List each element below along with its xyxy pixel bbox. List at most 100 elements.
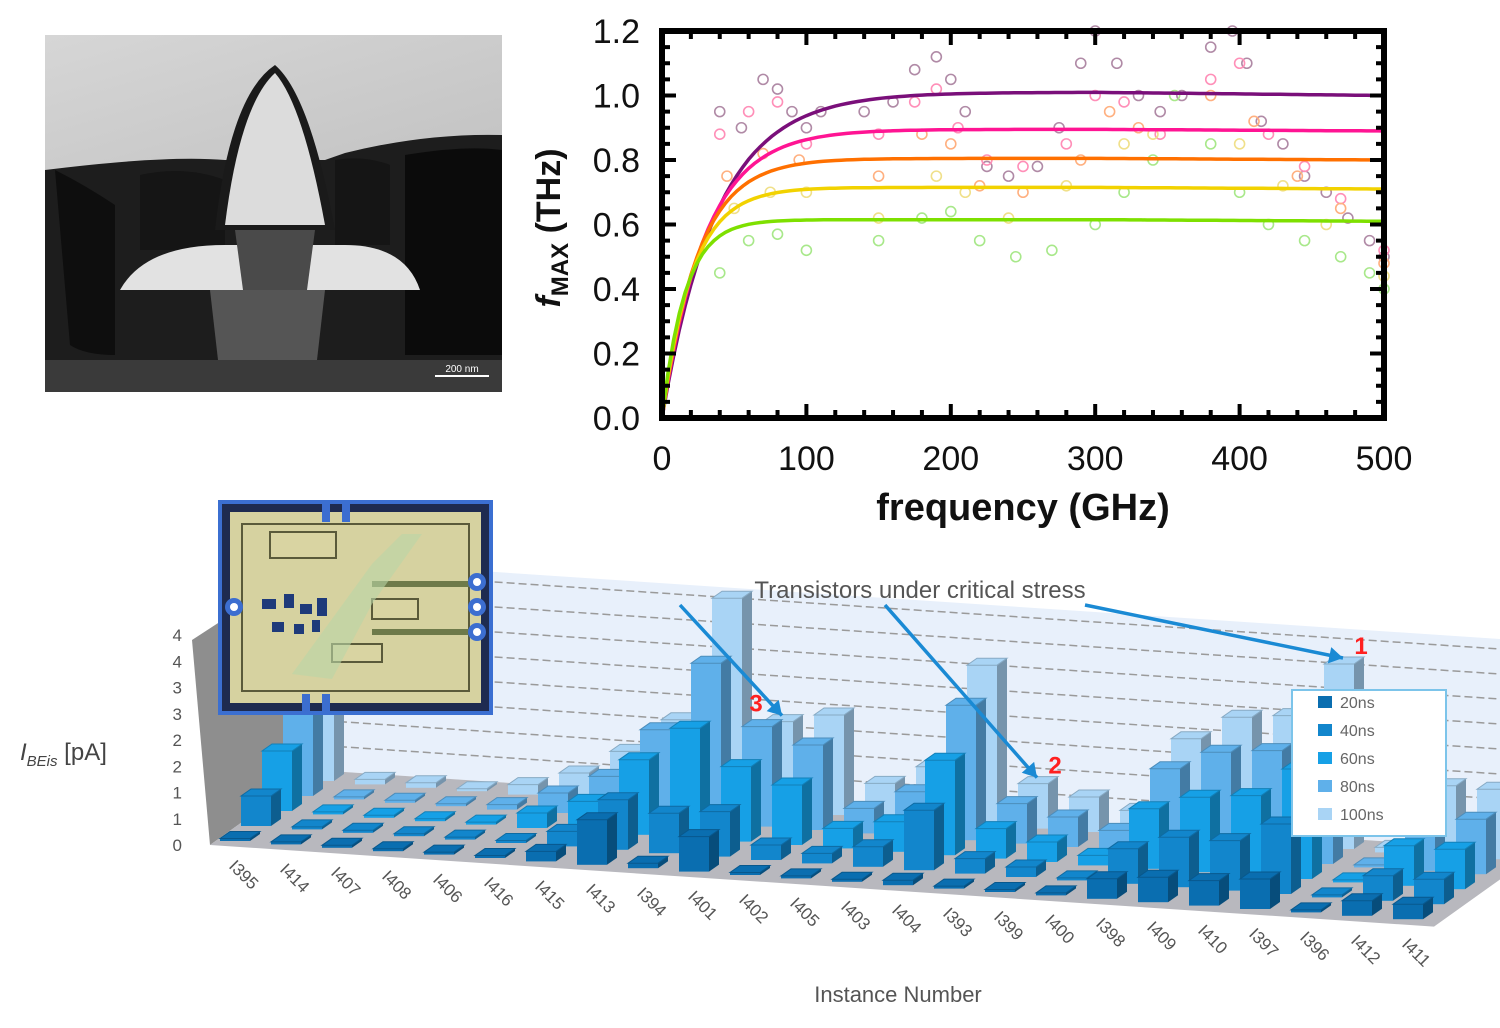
bar-40ns-I394	[647, 805, 691, 854]
fit-line-fit-0.6	[660, 217, 1385, 419]
scatter-point-meas-0.9-9	[1017, 160, 1029, 173]
bar-top	[1148, 761, 1192, 770]
bar-side	[913, 873, 923, 886]
scatter-point-meas-1.0-22	[1176, 89, 1188, 102]
y-tick-label: 0.6	[593, 207, 640, 245]
bar-front	[547, 831, 577, 847]
fit-line-fit-0.7	[660, 185, 1384, 419]
bar-top	[902, 802, 946, 811]
svg-text:fMAX (THz): fMAX (THz)	[530, 148, 574, 307]
bar-side	[934, 803, 944, 871]
bar-top	[668, 720, 712, 729]
bar-20ns-I399	[983, 882, 1027, 892]
y-axis-label-unit: [pA]	[58, 739, 107, 766]
x-tick-label: 400	[1211, 440, 1268, 478]
scatter-point-meas-0.8-14	[1334, 202, 1347, 215]
scatter-point-meas-0.6-19	[1363, 267, 1376, 279]
bar-front	[1312, 894, 1342, 898]
scatter-point-meas-1.0-12	[959, 105, 972, 118]
callout-arrow	[1084, 603, 1344, 660]
x-tick-label: 100	[778, 440, 835, 478]
bar-top	[944, 697, 988, 706]
bar-top	[413, 811, 457, 820]
bar-side	[1057, 835, 1067, 862]
chip-micrograph-inset	[218, 500, 493, 715]
bar-20ns-I416	[473, 848, 517, 858]
sem-image-drawing: 200 nm	[45, 35, 502, 392]
bar-side	[628, 792, 638, 850]
scatter-point-meas-0.7-2	[800, 186, 813, 199]
bar-top	[842, 800, 886, 809]
bar-top	[719, 759, 763, 768]
bar-40ns-I414	[290, 819, 334, 830]
bar-side	[445, 811, 455, 822]
bar-20ns-I407	[320, 837, 364, 848]
bar-40ns-I407	[341, 822, 385, 833]
callout-label: 2	[1048, 753, 1061, 780]
y-tick-label: 1.0	[593, 78, 640, 116]
bar-front	[220, 838, 250, 841]
bar-top	[812, 707, 856, 716]
y-tick-label: 1.2	[593, 13, 640, 51]
bar-front	[343, 830, 373, 833]
bar-side	[496, 815, 506, 825]
legend-label-80ns: 80ns	[1340, 779, 1375, 796]
bar-60ns-I402	[770, 777, 814, 845]
bar-top	[710, 590, 754, 599]
bar-side	[1465, 842, 1475, 890]
x-tick-label: I405	[786, 894, 823, 931]
scatter-point-meas-0.7-4	[930, 170, 943, 182]
bar-top	[464, 814, 508, 823]
fit-line-fit-0.8	[660, 156, 1384, 419]
scatter-point-meas-1.0-10	[930, 50, 943, 63]
callouts: 3 2 1	[678, 603, 1368, 780]
bar-40ns-I402	[749, 837, 793, 860]
x-tick-label: I407	[327, 863, 364, 900]
bar-front	[1342, 900, 1372, 916]
bar-side	[1078, 810, 1088, 847]
bar-top	[1412, 871, 1456, 880]
bar-front	[772, 785, 802, 845]
scatter-point-meas-0.9-1	[742, 105, 755, 118]
bar-side	[1066, 885, 1076, 896]
y-tick-label: 3	[173, 705, 182, 724]
bar-side	[250, 831, 260, 841]
bar-top	[983, 882, 1027, 890]
bar-top	[1340, 893, 1384, 902]
scatter-point-meas-1.0-31	[1363, 234, 1376, 247]
legend-label-40ns: 40ns	[1340, 723, 1375, 740]
x-axis-label: frequency (GHz)	[876, 487, 1169, 529]
bar-side	[1444, 872, 1454, 905]
fit-lines-layer	[660, 90, 1385, 419]
bar-front	[1333, 879, 1363, 883]
bar-top	[260, 743, 304, 752]
scatter-point-meas-0.8-13	[1291, 170, 1304, 182]
legend-label-20ns: 20ns	[1340, 695, 1375, 712]
bar-top	[383, 792, 427, 801]
bar-top	[1025, 834, 1069, 843]
scatter-point-meas-0.6-9	[1046, 244, 1058, 257]
scatter-point-meas-1.0-1	[735, 121, 748, 134]
bar-top	[341, 822, 385, 831]
bar-top	[332, 789, 376, 798]
bar-side	[802, 778, 812, 845]
scatter-point-meas-0.6-3	[800, 244, 813, 257]
y-tick-label: 0	[173, 836, 182, 855]
bar-60ns-I406	[464, 814, 508, 825]
bar-side	[844, 708, 854, 815]
bar-top	[434, 796, 478, 805]
bar-top	[269, 834, 313, 843]
bar-top	[1199, 744, 1243, 753]
bar-front	[355, 779, 385, 785]
fit-line-fit-1.0	[660, 90, 1385, 419]
x-tick-label: 0	[653, 440, 672, 478]
bar-front	[955, 858, 985, 874]
y-tick-label: 1	[173, 784, 182, 803]
y-tick-label: 3	[173, 679, 182, 698]
scatter-point-meas-1.0-13	[981, 160, 993, 173]
bar-top	[1046, 809, 1090, 818]
x-tick-label: I408	[378, 867, 415, 904]
x-tick-label: I414	[276, 860, 313, 897]
bar-top	[1055, 870, 1099, 879]
scatter-point-meas-1.0-27	[1277, 138, 1289, 150]
